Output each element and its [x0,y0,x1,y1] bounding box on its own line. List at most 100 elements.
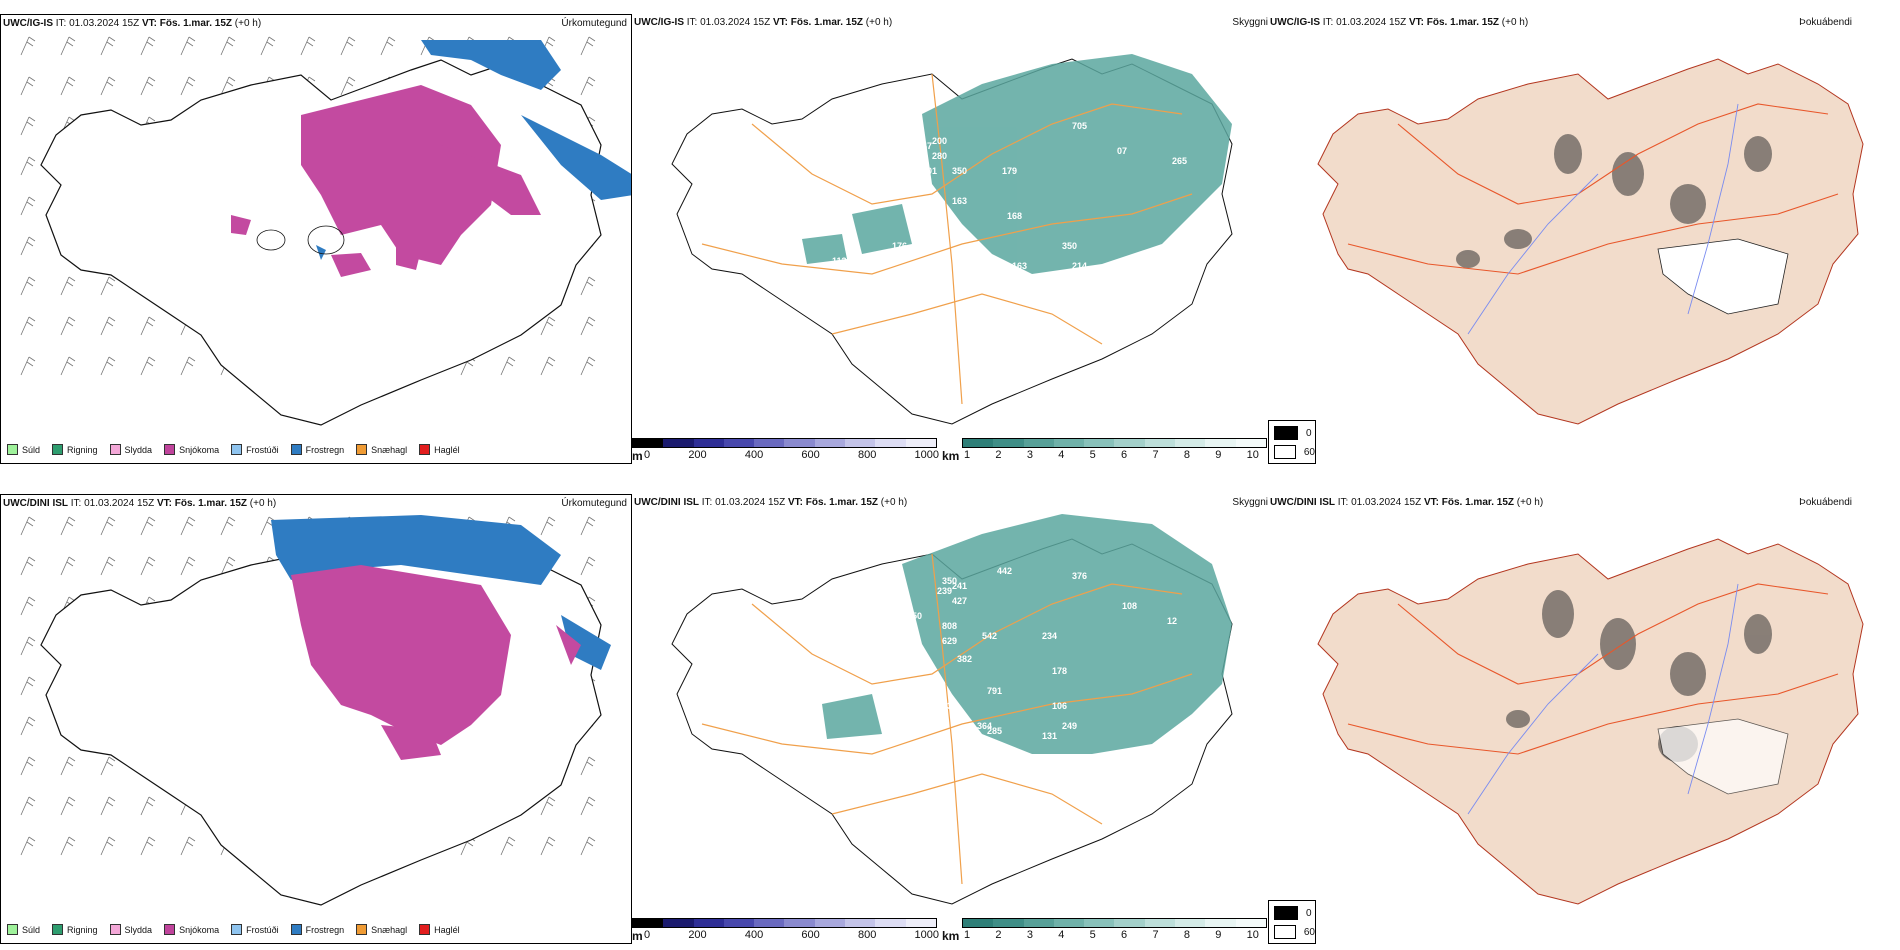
wind-barb [100,556,116,576]
precip-panel-bottom: UWC/DINI ISL IT: 01.03.2024 15Z VT: Fös.… [0,494,632,944]
wind-barb [580,36,596,56]
panel-title: Úrkomutegund [561,18,627,29]
wind-barb [60,756,76,776]
rivers [1467,103,1739,335]
height-label: 108 [1122,601,1137,611]
lead-time: (+0 h) [234,18,262,29]
height-label: 705 [1072,121,1087,131]
wind-barb [140,556,156,576]
fog-free-glacier [1657,238,1789,315]
wind-barb [20,316,36,336]
height-label: 347 [917,141,932,151]
legend-item: Súld [7,444,40,455]
low-cloud-areas [802,54,1232,274]
legend-item: Rigning [52,444,98,455]
wind-barb [20,636,36,656]
panel-title: Þokuábendi [1799,497,1852,508]
height-label: 808 [942,621,957,631]
panel-title: Þokuábendi [1799,17,1852,28]
wind-barb [220,76,236,96]
cloud-panel-top: UWC/IG-IS IT: 01.03.2024 15Z VT: Fös. 1.… [632,14,1268,464]
panel-header: UWC/DINI ISL IT: 01.03.2024 15Z VT: Fös.… [3,498,277,509]
wind-barb [540,836,556,856]
frostregn-areas [316,40,631,260]
height-label: 542 [982,631,997,641]
height-label: 364 [977,721,992,731]
wind-barb [180,556,196,576]
height-label: 321 [977,256,992,266]
wind-barb [20,116,36,136]
height-colorbar [632,918,937,928]
panel-header: UWC/DINI ISL IT: 01.03.2024 15Z VT: Fös.… [1270,497,1544,508]
height-label: 376 [1072,571,1087,581]
cloud-ticks: 1 2 3 4 5 6 7 8 9 10 [964,449,1259,461]
cloud-unit: km [942,449,960,463]
height-labels-top: 57 347 200 280 301 350 179 705 07 265 163 168 176 143… [832,121,1187,278]
wind-barb [140,36,156,56]
fog-panel-bottom: UWC/DINI ISL IT: 01.03.2024 15Z VT: Fös.… [1268,494,1900,944]
height-label: 176 [892,241,907,251]
wind-barb [60,516,76,536]
wind-barb [60,556,76,576]
wind-barb [580,316,596,336]
wind-barb [60,36,76,56]
height-label: 285 [987,726,1002,736]
wind-barb [500,836,516,856]
wind-barb [100,756,116,776]
height-label: 350 [952,166,967,176]
height-label: 214 [1072,261,1087,271]
panel-header: UWC/IG-IS IT: 01.03.2024 15Z VT: Fös. 1.… [1270,17,1529,28]
wind-barb [340,76,356,96]
precip-legend: Súld Rigning Slydda Snjókoma Frostúði Fr… [7,924,460,935]
wind-barb [100,796,116,816]
panel-title: Skyggni [1232,497,1268,508]
wind-barb [580,516,596,536]
wind-barb [100,36,116,56]
precip-legend: Súld Rigning Slydda Snjókoma Frostúði Fr… [7,444,460,455]
height-label: 179 [1002,166,1017,176]
panel-header: UWC/IG-IS IT: 01.03.2024 15Z VT: Fös. 1.… [634,17,893,28]
legend-item: Slydda [109,444,152,455]
wind-barb [580,276,596,296]
wind-barb [180,36,196,56]
wind-barb [140,76,156,96]
wind-barb [100,356,116,376]
cloud-panel-bottom: UWC/DINI ISL IT: 01.03.2024 15Z VT: Fös.… [632,494,1268,944]
legend-item: Frostregn [290,444,344,455]
wind-barb [220,36,236,56]
height-label: 178 [1052,666,1067,676]
height-label: 12 [1167,616,1177,626]
fog-legend: 0 60 [1268,900,1316,944]
height-label: 168 [1007,211,1022,221]
wind-barb [140,316,156,336]
wind-barb [540,796,556,816]
wind-barb [60,836,76,856]
height-label: 301 [922,166,937,176]
wind-barb [540,356,556,376]
cloud-colorbar [962,438,1267,448]
height-label: 265 [1172,156,1187,166]
wind-barb [100,316,116,336]
wind-barb [20,836,36,856]
height-label: 350 [942,576,957,586]
wind-barb [100,76,116,96]
height-label: 07 [1117,146,1127,156]
height-label: 249 [1062,721,1077,731]
fog-legend: 0 60 [1268,420,1316,464]
fog-roads [1347,103,1839,275]
height-label: 427 [952,596,967,606]
wind-barb [180,516,196,536]
fog-map [1317,58,1864,425]
wind-barb [20,356,36,376]
wind-barb [20,76,36,96]
wind-barb [20,796,36,816]
valid-time: Fös. 1.mar. 15Z [159,18,233,29]
wind-barb [20,516,36,536]
panel-header: UWC/IG-IS IT: 01.03.2024 15Z VT: Fös. 1.… [3,18,261,29]
wind-barb [20,556,36,576]
precip-map [20,515,611,906]
wind-barb [540,316,556,336]
wind-barb [60,356,76,376]
wind-barb [140,796,156,816]
